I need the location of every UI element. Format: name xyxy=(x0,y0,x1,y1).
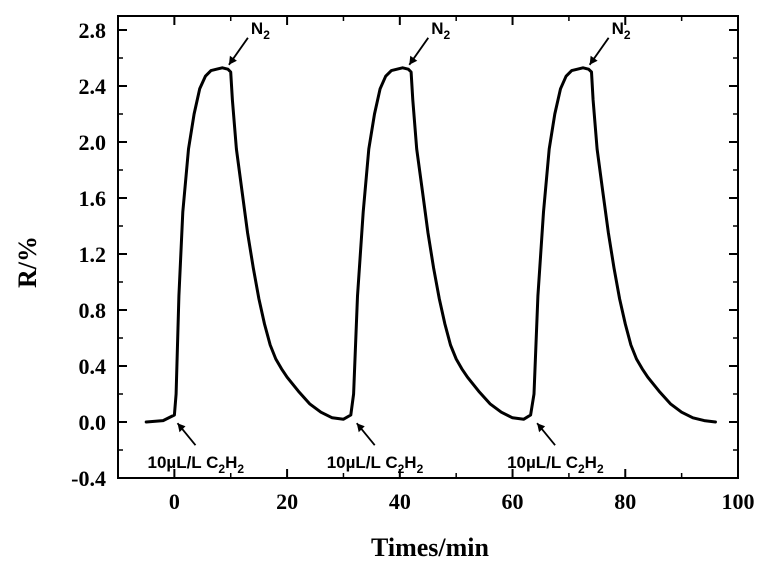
x-tick-label: 100 xyxy=(722,489,755,514)
annotation-label-c2h2: 10µL/L C2H2 xyxy=(147,453,244,476)
plot-frame xyxy=(117,15,739,479)
plot-axes xyxy=(117,15,739,479)
arrowhead xyxy=(177,423,186,433)
x-axis-title: Times/min xyxy=(371,533,490,562)
annotation-label-c2h2: 10µL/L C2H2 xyxy=(327,453,424,476)
y-tick-label: 0.4 xyxy=(79,354,107,379)
arrowhead xyxy=(589,55,598,65)
y-tick-label: 2.0 xyxy=(79,130,107,155)
axis-ticks: 0 20 40 60 80 100 -0.4 0.0 0.4 0.8 1.2 1.6 2.0 2.4 2.8 xyxy=(71,16,755,514)
annotation-label-c2h2: 10µL/L C2H2 xyxy=(507,453,604,476)
response-curve xyxy=(144,66,717,424)
annotations: N2 N2 N2 10µL/L C2H2 10µL/L C2H2 10µL/L C2H2 xyxy=(147,19,630,476)
x-tick-label: 60 xyxy=(502,489,524,514)
y-tick-label: 1.2 xyxy=(79,242,107,267)
x-tick-label: 40 xyxy=(389,489,411,514)
arrowhead xyxy=(228,55,237,65)
y-tick-label: 2.4 xyxy=(79,74,107,99)
y-axis-title: R/% xyxy=(13,236,42,288)
arrowhead xyxy=(356,423,365,433)
y-tick-label: -0.4 xyxy=(71,466,106,491)
y-tick-label: 0.0 xyxy=(79,410,107,435)
y-tick-label: 1.6 xyxy=(79,186,107,211)
data-series xyxy=(144,66,717,424)
y-tick-label: 0.8 xyxy=(79,298,107,323)
annotation-label-n2: N2 xyxy=(251,19,270,42)
annotation-label-n2: N2 xyxy=(431,19,450,42)
y-tick-label: 2.8 xyxy=(79,18,107,43)
arrowhead xyxy=(537,423,546,433)
arrowhead xyxy=(409,55,418,65)
annotation-label-n2: N2 xyxy=(612,19,631,42)
x-tick-label: 20 xyxy=(276,489,298,514)
x-tick-label: 0 xyxy=(169,489,180,514)
x-tick-label: 80 xyxy=(614,489,636,514)
